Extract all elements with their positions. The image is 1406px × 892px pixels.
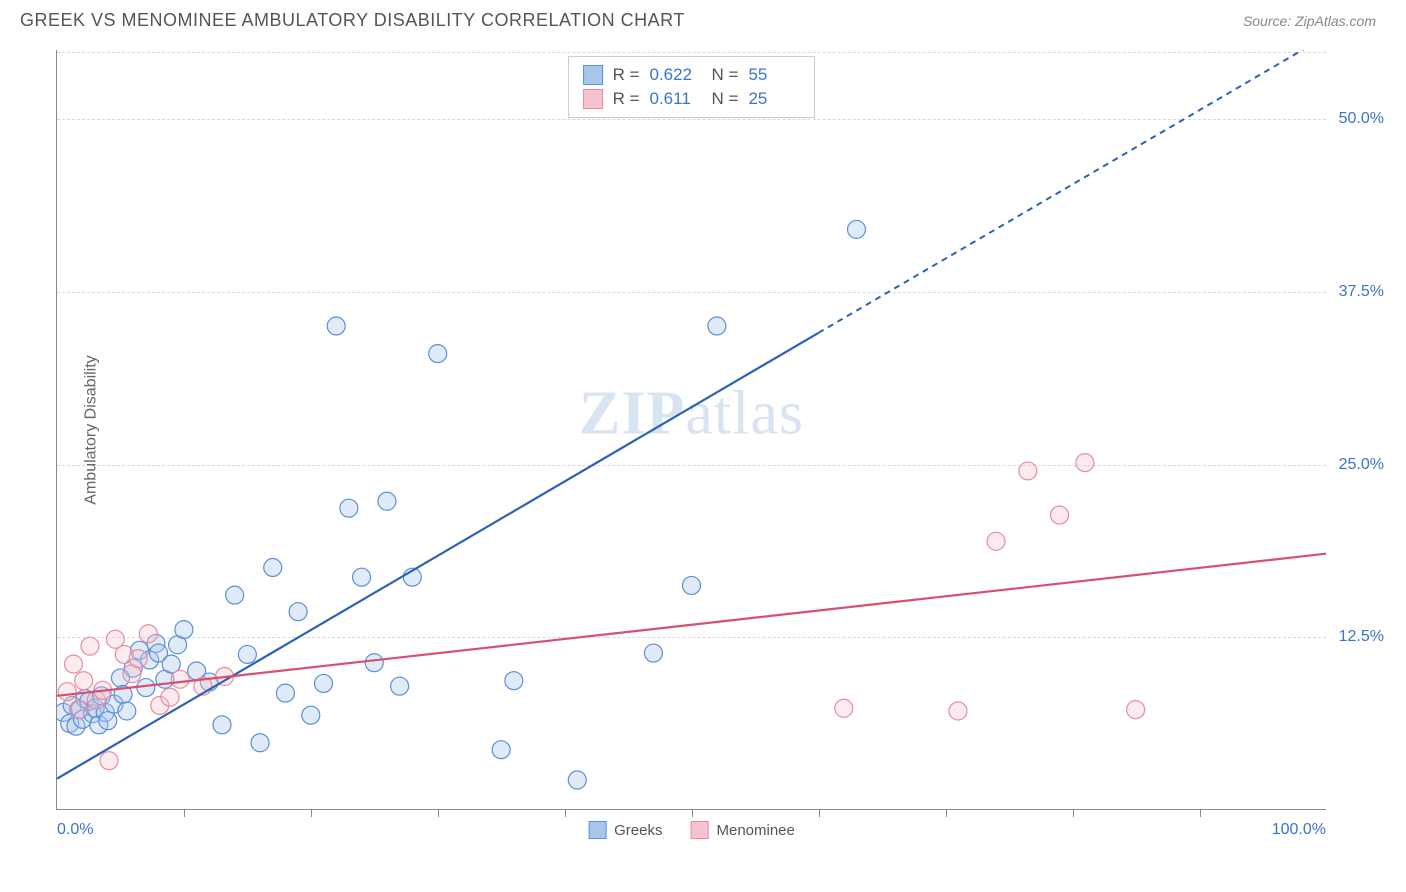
stat-n-value: 55 (748, 65, 800, 85)
stat-r-label: R = (613, 89, 640, 109)
trend-line (57, 333, 818, 779)
data-point (505, 672, 523, 690)
y-tick-label: 12.5% (1339, 628, 1384, 646)
stat-n-value: 25 (748, 89, 800, 109)
x-tick (311, 809, 312, 817)
stat-r-value: 0.622 (650, 65, 702, 85)
legend-item: Menominee (690, 821, 794, 839)
data-point (429, 345, 447, 363)
legend-item: Greeks (588, 821, 662, 839)
data-point (683, 576, 701, 594)
legend-swatch (588, 821, 606, 839)
data-point (492, 741, 510, 759)
legend: Greeks Menominee (588, 821, 795, 839)
data-point (171, 670, 189, 688)
data-point (276, 684, 294, 702)
chart-title: GREEK VS MENOMINEE AMBULATORY DISABILITY… (20, 10, 685, 31)
data-point (75, 672, 93, 690)
x-start-label: 0.0% (57, 821, 93, 839)
series-swatch (583, 89, 603, 109)
data-point (835, 699, 853, 717)
x-tick (184, 809, 185, 817)
data-point (58, 683, 76, 701)
data-point (175, 621, 193, 639)
data-point (65, 655, 83, 673)
data-point (847, 220, 865, 238)
stat-n-label: N = (712, 65, 739, 85)
y-tick-label: 50.0% (1339, 110, 1384, 128)
data-point (1019, 462, 1037, 480)
correlation-stats-box: R = 0.622 N = 55 R = 0.611 N = 25 (568, 56, 816, 118)
data-point (100, 752, 118, 770)
stat-n-label: N = (712, 89, 739, 109)
trend-line-extrapolated (818, 50, 1326, 333)
data-point (378, 492, 396, 510)
y-tick-label: 25.0% (1339, 456, 1384, 474)
x-tick (1200, 809, 1201, 817)
data-point (1076, 454, 1094, 472)
data-point (302, 706, 320, 724)
data-point (1127, 701, 1145, 719)
data-point (129, 650, 147, 668)
x-tick (819, 809, 820, 817)
y-tick-label: 37.5% (1339, 283, 1384, 301)
x-tick (692, 809, 693, 817)
chart-container: ZIPatlas Ambulatory Disability 12.5%25.0… (56, 50, 1376, 840)
stat-r-label: R = (613, 65, 640, 85)
x-tick (565, 809, 566, 817)
data-point (353, 568, 371, 586)
legend-label: Greeks (614, 822, 662, 839)
data-point (1051, 506, 1069, 524)
data-point (118, 702, 136, 720)
data-point (226, 586, 244, 604)
x-end-label: 100.0% (1272, 821, 1326, 839)
data-point (987, 532, 1005, 550)
data-point (314, 674, 332, 692)
series-swatch (583, 65, 603, 85)
source-attribution: Source: ZipAtlas.com (1243, 13, 1376, 29)
data-point (327, 317, 345, 335)
data-point (161, 688, 179, 706)
x-tick (438, 809, 439, 817)
stats-row: R = 0.611 N = 25 (583, 87, 801, 111)
data-point (139, 625, 157, 643)
legend-swatch (690, 821, 708, 839)
stats-row: R = 0.622 N = 55 (583, 63, 801, 87)
data-point (949, 702, 967, 720)
scatter-svg (57, 50, 1326, 809)
data-point (289, 603, 307, 621)
trend-line (57, 554, 1326, 696)
x-tick (1073, 809, 1074, 817)
x-tick (946, 809, 947, 817)
data-point (213, 716, 231, 734)
data-point (340, 499, 358, 517)
legend-label: Menominee (716, 822, 794, 839)
data-point (238, 645, 256, 663)
data-point (644, 644, 662, 662)
plot-area: ZIPatlas Ambulatory Disability 12.5%25.0… (56, 50, 1326, 810)
data-point (264, 559, 282, 577)
data-point (251, 734, 269, 752)
stat-r-value: 0.611 (650, 89, 702, 109)
data-point (70, 701, 88, 719)
data-point (568, 771, 586, 789)
data-point (99, 712, 117, 730)
data-point (391, 677, 409, 695)
data-point (81, 637, 99, 655)
data-point (708, 317, 726, 335)
data-point (365, 654, 383, 672)
